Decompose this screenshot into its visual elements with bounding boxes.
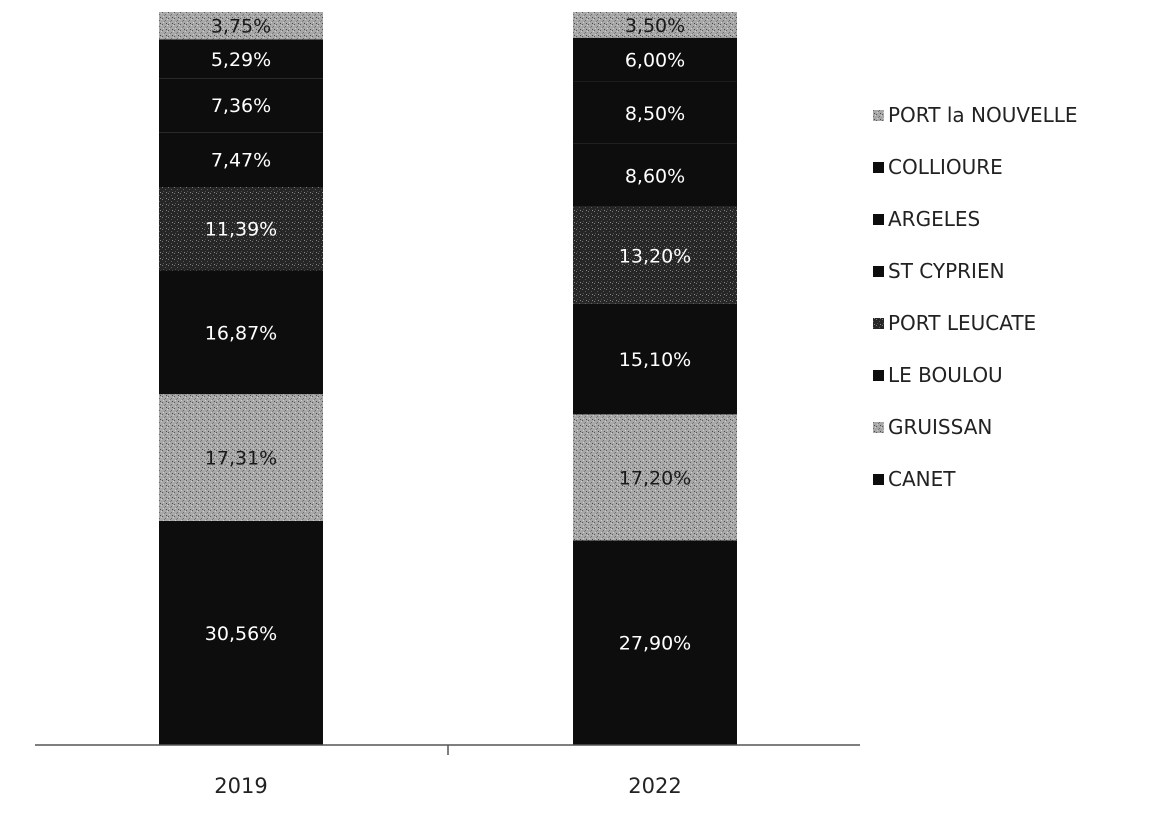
legend-label-argeles: ARGELES bbox=[888, 207, 980, 231]
legend-swatch-st-cyprien bbox=[873, 266, 884, 277]
legend-label-gruissan: GRUISSAN bbox=[888, 415, 992, 439]
legend-swatch-canet bbox=[873, 474, 884, 485]
bars-group bbox=[159, 12, 737, 745]
x-axis-ticks: 2019 2022 bbox=[214, 745, 682, 798]
bar-segment-gruissan-2019 bbox=[159, 394, 323, 521]
data-label-gruissan-2019: 17,31% bbox=[205, 448, 277, 470]
bar-segment-canet-2022 bbox=[573, 540, 737, 745]
bar-segment-le-boulou-2019 bbox=[159, 270, 323, 395]
bar-segment-le-boulou-2022 bbox=[573, 303, 737, 415]
legend-swatch-port-la-nouvelle bbox=[873, 110, 884, 121]
legend-swatch-argeles bbox=[873, 214, 884, 225]
bar-segment-st-cyprien-2019 bbox=[159, 132, 323, 187]
legend-swatch-gruissan bbox=[873, 422, 884, 433]
legend-swatch-collioure bbox=[873, 162, 884, 173]
data-label-canet-2022: 27,90% bbox=[619, 633, 691, 655]
legend-label-le-boulou: LE BOULOU bbox=[888, 363, 1003, 387]
legend-label-port-la-nouvelle: PORT la NOUVELLE bbox=[888, 103, 1078, 127]
data-label-gruissan-2022: 17,20% bbox=[619, 468, 691, 490]
bar-segment-port-la-nouvelle-2022 bbox=[573, 12, 737, 38]
data-label-st-cyprien-2022: 8,60% bbox=[625, 166, 685, 188]
data-label-collioure-2022: 6,00% bbox=[625, 50, 685, 72]
data-label-port-la-nouvelle-2019: 3,75% bbox=[211, 16, 271, 38]
bar-segment-collioure-2019 bbox=[159, 39, 323, 79]
bar-segment-argeles-2022 bbox=[573, 81, 737, 144]
bar-segment-gruissan-2022 bbox=[573, 414, 737, 541]
data-label-argeles-2019: 7,36% bbox=[211, 95, 271, 117]
bar-segment-collioure-2022 bbox=[573, 37, 737, 82]
legend-swatch-le-boulou bbox=[873, 370, 884, 381]
x-tick-label-2022: 2022 bbox=[628, 774, 681, 798]
bar-segment-port-la-nouvelle-2019 bbox=[159, 12, 323, 40]
bar-segment-argeles-2019 bbox=[159, 78, 323, 133]
bar-segment-canet-2019 bbox=[159, 521, 323, 745]
legend-label-port-leucate: PORT LEUCATE bbox=[888, 311, 1036, 335]
data-label-le-boulou-2022: 15,10% bbox=[619, 349, 691, 371]
data-label-st-cyprien-2019: 7,47% bbox=[211, 150, 271, 172]
legend-label-collioure: COLLIOURE bbox=[888, 155, 1003, 179]
legend-label-st-cyprien: ST CYPRIEN bbox=[888, 259, 1005, 283]
bar-segment-st-cyprien-2022 bbox=[573, 143, 737, 207]
data-label-port-la-nouvelle-2022: 3,50% bbox=[625, 15, 685, 37]
bar-segment-port-leucate-2019 bbox=[159, 187, 323, 271]
data-label-le-boulou-2019: 16,87% bbox=[205, 322, 277, 344]
data-label-canet-2019: 30,56% bbox=[205, 623, 277, 645]
legend-swatch-port-leucate bbox=[873, 318, 884, 329]
data-label-collioure-2019: 5,29% bbox=[211, 49, 271, 71]
data-label-port-leucate-2022: 13,20% bbox=[619, 245, 691, 267]
bar-segment-port-leucate-2022 bbox=[573, 207, 737, 304]
legend: PORT la NOUVELLE COLLIOURE ARGELES ST CYPRI… bbox=[873, 103, 1078, 491]
x-tick-label-2019: 2019 bbox=[214, 774, 267, 798]
data-label-argeles-2022: 8,50% bbox=[625, 103, 685, 125]
segment-labels-group: 30,56% 17,31% 16,87% 11,39% 7,47% 7,36% 5,29% 3… bbox=[205, 15, 691, 655]
legend-label-canet: CANET bbox=[888, 467, 956, 491]
data-label-port-leucate-2019: 11,39% bbox=[205, 219, 277, 241]
